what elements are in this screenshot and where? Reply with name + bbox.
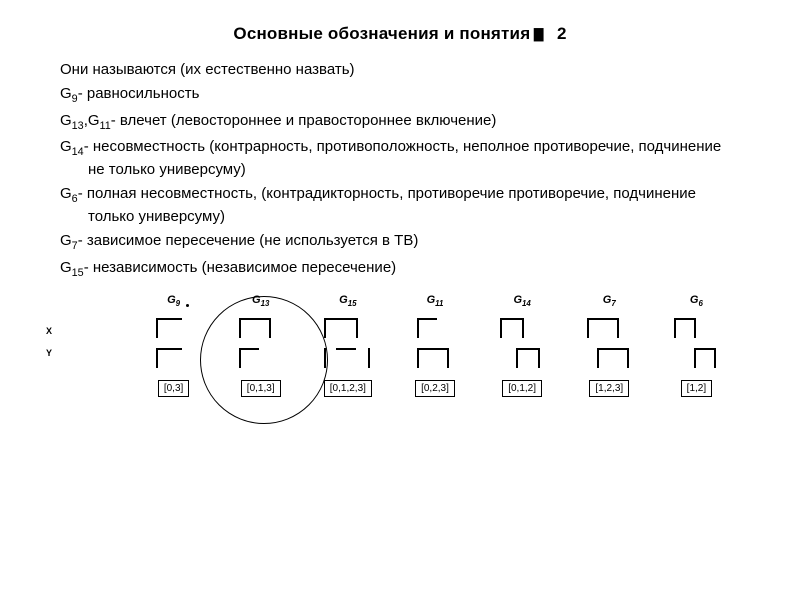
title-text: Основные обозначения и понятия	[233, 24, 530, 43]
diagram-cell: [0,3]	[130, 314, 217, 397]
column-labels-row: G9G13G15G11G14G7G6	[130, 294, 740, 308]
set-label: [0,1,2,3]	[324, 380, 372, 397]
diagram-cell: [0,1,2,3]	[304, 314, 391, 397]
interval-glyph	[316, 314, 380, 372]
set-label: [0,1,3]	[241, 380, 281, 397]
def-g15: G15- независимость (независимое пересече…	[60, 258, 740, 281]
diagram-cell: [0,1,3]	[217, 314, 304, 397]
column-label: G9	[130, 294, 217, 308]
def-g9: G9- равносильность	[60, 84, 740, 107]
diagram-cell: [1,2]	[653, 314, 740, 397]
def-g7: G7- зависимое пересечение (не использует…	[60, 231, 740, 254]
intro-line: Они называются (их естественно назвать)	[60, 60, 740, 80]
page-title: Основные обозначения и понятия∎ 2	[60, 24, 740, 44]
diagram-cell: [0,2,3]	[391, 314, 478, 397]
column-label: G11	[391, 294, 478, 308]
row-labels: X Y	[46, 326, 52, 370]
diagram-row: [0,3] [0,1,3] [0,1,2,3] [0,2,3] [0,1,2] [1,2,…	[130, 314, 740, 397]
definitions-block: Они называются (их естественно назвать) …	[60, 60, 740, 280]
diagram-area: X Y G9G13G15G11G14G7G6 [0,3][0,1,3][0,1,…	[60, 294, 740, 397]
interval-glyph	[403, 314, 467, 372]
interval-glyph	[490, 314, 554, 372]
set-label: [1,2]	[681, 380, 712, 397]
set-label: [0,1,2]	[502, 380, 542, 397]
interval-glyph	[142, 314, 206, 372]
def-g13-g11: G13,G11- влечет (левостороннее и правост…	[60, 111, 740, 134]
column-label: G15	[304, 294, 391, 308]
interval-glyph	[664, 314, 728, 372]
set-label: [1,2,3]	[589, 380, 629, 397]
def-g14: G14- несовместность (контрарность, проти…	[60, 137, 740, 180]
set-label: [0,2,3]	[415, 380, 455, 397]
set-label: [0,3]	[158, 380, 189, 397]
interval-glyph	[229, 314, 293, 372]
diagram-cell: [1,2,3]	[566, 314, 653, 397]
row-label-y: Y	[46, 348, 52, 370]
title-number: 2	[557, 24, 567, 43]
def-g6: G6- полная несовместность, (контрадиктор…	[60, 184, 740, 227]
column-label: G6	[653, 294, 740, 308]
interval-glyph	[577, 314, 641, 372]
column-label: G14	[479, 294, 566, 308]
column-label: G7	[566, 294, 653, 308]
column-label: G13	[217, 294, 304, 308]
diagram-cell: [0,1,2]	[479, 314, 566, 397]
row-label-x: X	[46, 326, 52, 348]
